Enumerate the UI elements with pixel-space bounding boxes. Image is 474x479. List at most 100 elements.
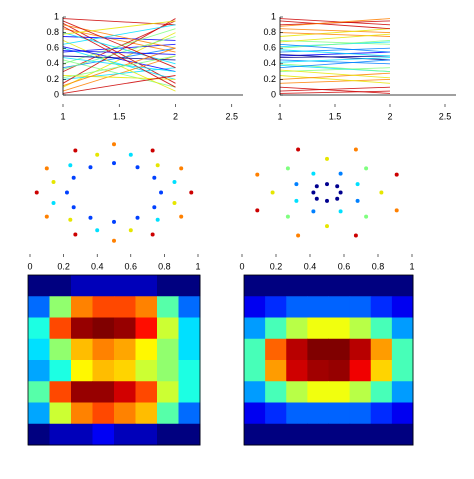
data-line [62,57,176,73]
contour-cell [370,338,393,361]
data-line [279,63,391,73]
contour-cell [307,296,329,318]
contour-cell [135,275,158,297]
contour-cell [135,381,158,403]
contour-cell [370,360,393,382]
scatter-point [311,190,316,195]
contour-cell [307,360,329,382]
scatter-point [71,175,76,180]
scatter-point [296,233,301,238]
contour-cell [265,402,287,425]
scatter-point [355,182,360,187]
contour-cell [286,296,308,318]
contour-cell [349,423,372,446]
contour-cell [328,381,351,403]
contour-cell [178,317,201,340]
contour-cell [286,402,308,425]
data-line [279,55,391,59]
plot-lines [62,18,176,94]
contour-cell [328,423,351,446]
contour-cell [286,381,308,403]
contour-cell [265,317,287,340]
data-line [62,20,176,35]
contour-cell [157,296,179,318]
contour-cell [328,317,351,340]
contour-cell [157,338,179,361]
contour-cell [370,423,393,446]
scatter-point [325,182,329,187]
contour-cell [49,360,72,382]
contour-cell [265,381,287,403]
contour-cell [391,360,414,382]
data-line [279,28,391,37]
x-tick-label: 2.5 [439,111,452,121]
contour-cell [71,423,93,446]
contour-cell [49,423,72,446]
scatter-point [314,184,319,189]
contour-cell [157,381,179,403]
contour-cell [265,296,287,318]
data-line [279,18,391,27]
scatter-point [335,184,340,189]
contour-cell [114,275,136,297]
x-tick-label: 2 [173,111,178,121]
data-line [62,47,176,80]
data-line [62,24,176,45]
data-line [62,18,176,26]
scatter-point [112,219,116,224]
contour-cell [328,360,351,382]
contour-cell [92,275,115,297]
contour-cell [307,317,329,340]
contour-cell [328,296,351,318]
data-line [62,28,176,53]
contour-cell [135,423,158,446]
contour-cell [244,317,266,340]
contour-cell [349,338,372,361]
contour-cell [328,402,351,425]
x-tick-label: 1.5 [113,111,126,121]
scatter-point [294,182,299,187]
contour-cell [28,338,50,361]
contour-cell [286,360,308,382]
contour-cell [135,338,158,361]
contour-cell [49,338,72,361]
scatter-point [128,228,133,233]
scatter-point [73,148,78,153]
data-line [279,18,391,26]
data-line [62,25,176,88]
scatter-point [88,165,93,170]
scatter-point [68,217,73,222]
contour-cell [286,423,308,446]
scatter-point [44,214,49,219]
x-tick-label: 0.2 [270,261,283,271]
contour-cell [391,381,414,403]
scatter-point [285,166,290,171]
x-tick-label: 0.6 [125,261,138,271]
y-tick-label: 0.2 [263,74,276,84]
y-tick-label: 0.8 [46,27,59,37]
contour-cell [370,275,393,297]
contour-cell [92,402,115,425]
scatter-point [325,198,329,203]
contour-cell [157,360,179,382]
x-tick-label: 0.2 [57,261,70,271]
contour-cell [157,317,179,340]
contour-cell [157,402,179,425]
scatter-point [296,147,301,152]
contour-cell [28,275,50,297]
data-line [62,20,176,69]
contour-cell [328,275,351,297]
scatter-point [150,232,155,237]
contour-cell [49,317,72,340]
data-line [279,90,391,94]
scatter-point [95,152,100,157]
contour-cell [71,338,93,361]
data-line [279,59,391,65]
contour-cell [114,423,136,446]
scatter-point [152,205,157,210]
scatter-point [172,201,177,205]
scatter-point [325,156,329,161]
data-line [279,28,391,34]
contour-cell [49,275,72,297]
scatter-point [135,165,140,170]
